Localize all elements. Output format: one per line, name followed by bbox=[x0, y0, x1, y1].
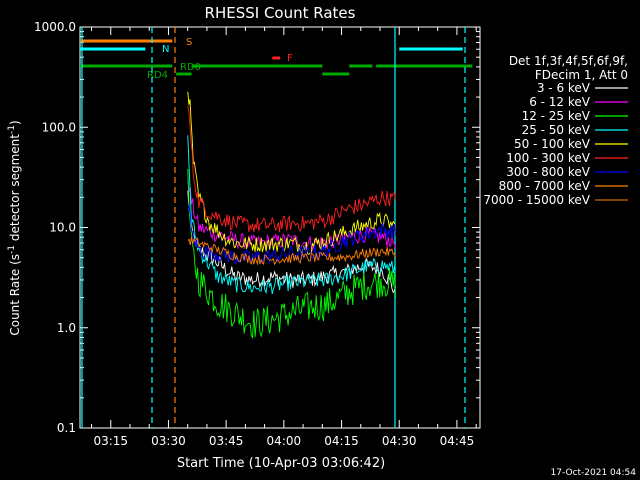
series-line-3 bbox=[187, 135, 397, 295]
series-line-5 bbox=[187, 105, 397, 233]
x-tick-label: 03:15 bbox=[93, 434, 128, 448]
annotation-f: F bbox=[287, 53, 293, 64]
y-tick-label: 0.1 bbox=[57, 421, 76, 435]
legend-label: 100 - 300 keV bbox=[506, 151, 590, 165]
legend-label: 12 - 25 keV bbox=[522, 109, 591, 123]
axis-ticks: 0.1 1.0 10.0 100.0 1000.0 03:15 03:30 03:45 04:0… bbox=[34, 20, 480, 448]
legend-label: 25 - 50 keV bbox=[522, 123, 591, 137]
series-line-7 bbox=[187, 236, 397, 266]
legend-label: 6 - 12 keV bbox=[529, 95, 591, 109]
x-tick-label: 04:45 bbox=[440, 434, 475, 448]
annotation-rd4: RD4 bbox=[147, 70, 168, 81]
legend-header-2: FDecim 1, Att 0 bbox=[535, 68, 628, 82]
legend-label: 7000 - 15000 keV bbox=[483, 193, 590, 207]
x-tick-label: 04:15 bbox=[324, 434, 359, 448]
chart-title: RHESSI Count Rates bbox=[205, 4, 356, 22]
legend-header-1: Det 1f,3f,4f,5f,6f,9f, bbox=[509, 54, 628, 68]
x-tick-label: 03:30 bbox=[151, 434, 186, 448]
legend-label: 3 - 6 keV bbox=[537, 81, 591, 95]
annotation-rd0: RD0 bbox=[180, 62, 201, 73]
render-timestamp: 17-Oct-2021 04:54 bbox=[551, 468, 637, 478]
annotation-s: S bbox=[186, 37, 192, 48]
y-tick-label: 1000.0 bbox=[34, 20, 76, 34]
y-tick-label: 10.0 bbox=[49, 221, 76, 235]
legend-label: 800 - 7000 keV bbox=[499, 179, 591, 193]
vertical-markers bbox=[81, 27, 466, 428]
legend-label: 300 - 800 keV bbox=[506, 165, 590, 179]
x-tick-label: 04:30 bbox=[382, 434, 417, 448]
series-line-6 bbox=[187, 203, 397, 265]
x-tick-label: 03:45 bbox=[209, 434, 244, 448]
series-line-1 bbox=[187, 179, 397, 252]
annotation-n: N bbox=[162, 44, 169, 55]
y-tick-label: 1.0 bbox=[57, 321, 76, 335]
y-axis-label: Count Rate (s-1 detector segment-1) bbox=[7, 120, 22, 335]
series-line-2 bbox=[187, 168, 397, 339]
y-tick-label: 100.0 bbox=[42, 120, 76, 134]
x-tick-label: 04:00 bbox=[267, 434, 302, 448]
x-axis-label: Start Time (10-Apr-03 03:06:42) bbox=[177, 456, 385, 471]
series-lines bbox=[187, 91, 397, 339]
flag-bars: S N F RD0 RD4 bbox=[80, 37, 473, 81]
series-line-4 bbox=[187, 91, 397, 255]
legend-label: 50 - 100 keV bbox=[514, 137, 591, 151]
